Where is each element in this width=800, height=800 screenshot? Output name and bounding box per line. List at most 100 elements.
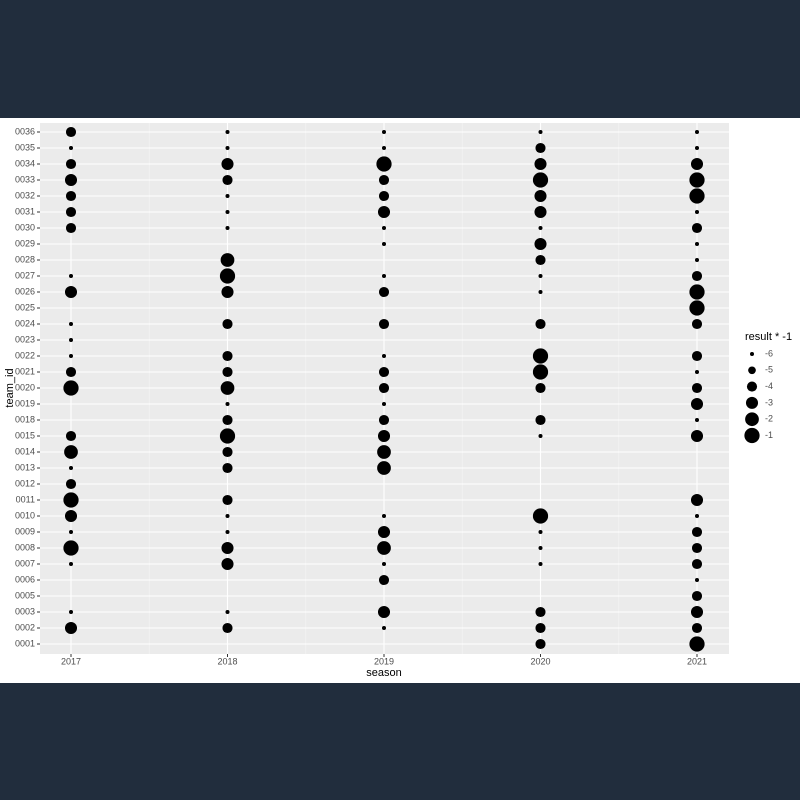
y-tick-label: 0008 bbox=[15, 542, 35, 552]
legend-key bbox=[750, 352, 754, 356]
y-tick-label: 0002 bbox=[15, 622, 35, 632]
point bbox=[225, 146, 230, 150]
point bbox=[382, 146, 386, 150]
point bbox=[69, 146, 73, 150]
point bbox=[382, 626, 386, 630]
y-tick-label: 0031 bbox=[15, 206, 35, 216]
point bbox=[69, 338, 73, 342]
point bbox=[691, 222, 703, 234]
point bbox=[378, 366, 390, 378]
point bbox=[63, 540, 79, 556]
point bbox=[377, 461, 391, 475]
point bbox=[220, 253, 235, 267]
point bbox=[65, 206, 77, 218]
point bbox=[378, 286, 390, 298]
point bbox=[64, 509, 78, 523]
point bbox=[382, 514, 386, 518]
point bbox=[376, 156, 392, 172]
point bbox=[69, 354, 73, 358]
y-tick-label: 0024 bbox=[15, 318, 35, 328]
point bbox=[65, 222, 77, 234]
x-tick-label: 2020 bbox=[530, 656, 550, 666]
point bbox=[377, 605, 391, 619]
point bbox=[382, 354, 386, 358]
y-tick-label: 0001 bbox=[15, 638, 35, 648]
legend-label: -1 bbox=[765, 430, 773, 440]
point bbox=[691, 382, 703, 394]
point bbox=[535, 414, 546, 426]
legend-label: -3 bbox=[765, 397, 773, 407]
point bbox=[225, 226, 230, 230]
y-tick-label: 0025 bbox=[15, 302, 35, 312]
point bbox=[225, 610, 230, 614]
point bbox=[64, 173, 78, 187]
point bbox=[222, 622, 233, 634]
point bbox=[222, 462, 233, 474]
point bbox=[538, 226, 543, 230]
point bbox=[377, 429, 391, 443]
point bbox=[538, 130, 543, 134]
point bbox=[378, 190, 390, 202]
point bbox=[534, 189, 547, 203]
point bbox=[220, 381, 235, 395]
legend-key bbox=[744, 427, 760, 444]
point bbox=[535, 382, 546, 394]
point bbox=[64, 285, 78, 299]
point bbox=[695, 418, 699, 422]
point bbox=[69, 562, 73, 566]
point bbox=[691, 318, 703, 330]
point bbox=[219, 428, 236, 444]
point bbox=[695, 258, 699, 262]
point bbox=[689, 300, 705, 316]
legend-label: -6 bbox=[765, 348, 773, 358]
point bbox=[225, 530, 230, 534]
point bbox=[222, 174, 233, 186]
y-tick-label: 0026 bbox=[15, 286, 35, 296]
y-tick-label: 0003 bbox=[15, 606, 35, 616]
point bbox=[535, 622, 546, 634]
y-tick-label: 0012 bbox=[15, 478, 35, 488]
point bbox=[695, 146, 699, 150]
y-tick-label: 0036 bbox=[15, 126, 35, 136]
point bbox=[689, 636, 705, 652]
point bbox=[690, 429, 704, 443]
legend-label: -2 bbox=[765, 414, 773, 424]
point bbox=[535, 318, 546, 330]
point bbox=[65, 190, 77, 202]
y-tick-label: 0021 bbox=[15, 366, 35, 376]
point bbox=[691, 542, 703, 554]
legend-label: -5 bbox=[765, 365, 773, 375]
x-tick-label: 2018 bbox=[217, 656, 237, 666]
point bbox=[535, 606, 546, 618]
point bbox=[535, 254, 546, 266]
point bbox=[695, 242, 699, 246]
point bbox=[532, 364, 549, 380]
y-tick-label: 0029 bbox=[15, 238, 35, 248]
y-tick-label: 0032 bbox=[15, 190, 35, 200]
y-tick-label: 0028 bbox=[15, 254, 35, 264]
point bbox=[538, 562, 543, 566]
point bbox=[222, 366, 233, 378]
point bbox=[538, 546, 543, 550]
y-tick-label: 0010 bbox=[15, 510, 35, 520]
legend-label: -4 bbox=[765, 381, 773, 391]
point bbox=[69, 322, 73, 326]
point bbox=[382, 242, 386, 246]
y-tick-label: 0022 bbox=[15, 350, 35, 360]
point bbox=[538, 290, 543, 294]
point bbox=[378, 414, 390, 426]
point bbox=[689, 188, 705, 204]
x-axis-title: season bbox=[366, 667, 401, 679]
point bbox=[382, 402, 386, 406]
point bbox=[377, 205, 391, 219]
point bbox=[382, 226, 386, 230]
point bbox=[691, 350, 703, 362]
point bbox=[695, 130, 699, 134]
point bbox=[219, 268, 236, 284]
point bbox=[538, 274, 543, 278]
point bbox=[532, 508, 549, 524]
point bbox=[695, 578, 699, 582]
point bbox=[65, 478, 77, 490]
